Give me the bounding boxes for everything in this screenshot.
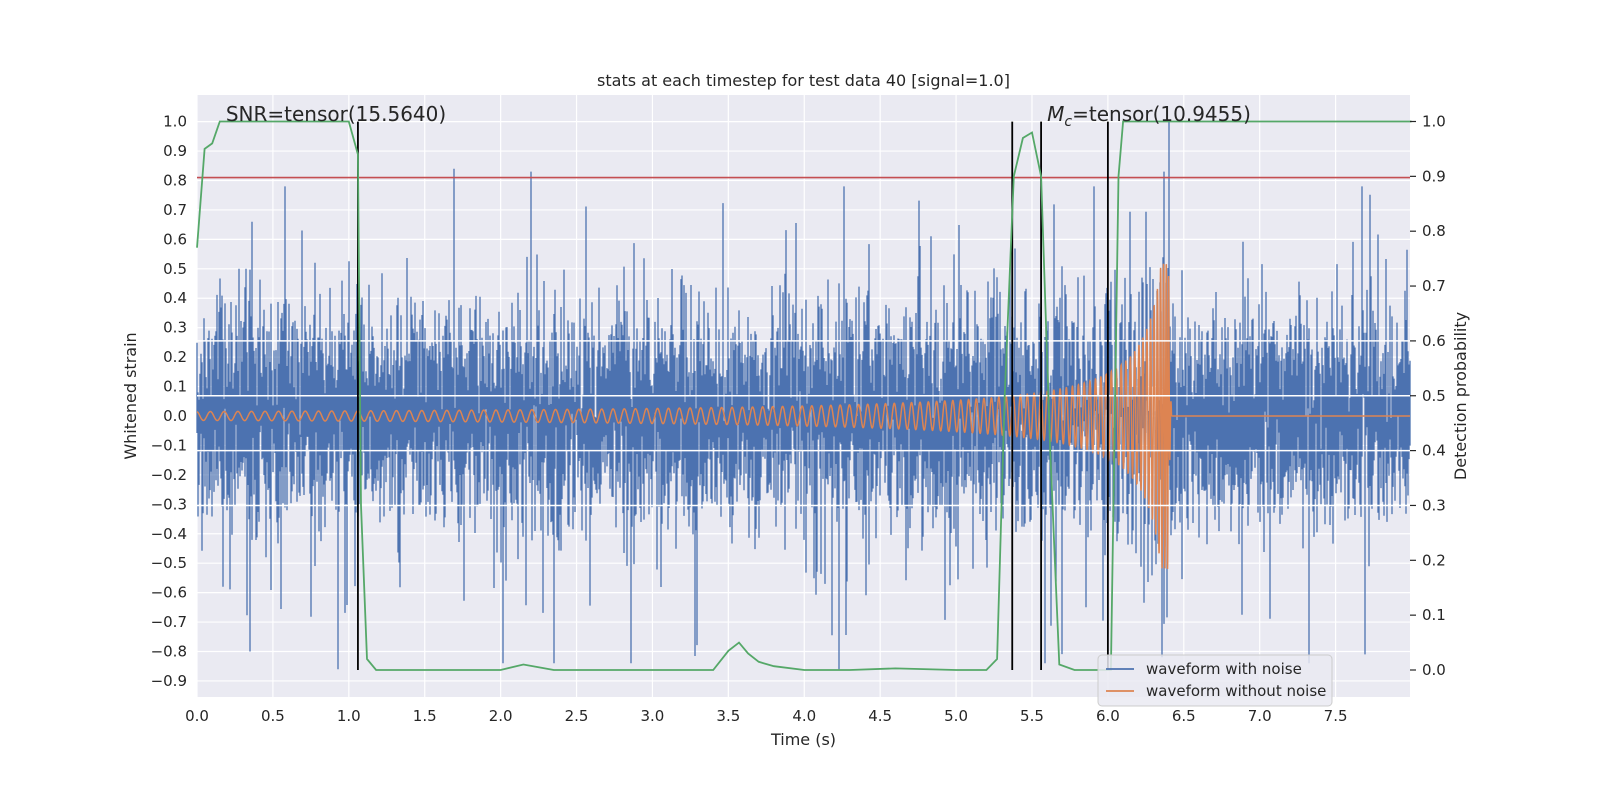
legend-label-noisy: waveform with noise: [1146, 660, 1302, 678]
legend-label-clean: waveform without noise: [1146, 682, 1326, 700]
y-tick-label: −0.8: [151, 643, 187, 661]
y2-tick-label: 0.5: [1422, 387, 1446, 405]
x-tick-label: 0.0: [185, 707, 209, 725]
y-tick-label: 0.4: [163, 289, 187, 307]
x-tick-label: 1.5: [413, 707, 437, 725]
y-tick-label: 0.2: [163, 348, 187, 366]
x-tick-label: 3.0: [641, 707, 665, 725]
legend-box: [1097, 654, 1333, 707]
chirp-mass-subscript: c: [1064, 114, 1072, 130]
y-tick-label: 1.0: [163, 113, 187, 131]
y-tick-label: −0.5: [151, 554, 187, 572]
y2-tick-label: 0.3: [1422, 496, 1446, 514]
x-tick-label: 1.0: [337, 707, 361, 725]
overlay-lines: [197, 121, 1410, 670]
y2-axis-ticks: 1.0 0.9 0.8 0.7 0.6 0.5 0.4 0.3 0.2 0.1 0.0: [1410, 113, 1446, 679]
y-tick-label: 0.7: [163, 201, 187, 219]
x-tick-label: 6.5: [1172, 707, 1196, 725]
x-tick-label: 2.0: [489, 707, 513, 725]
x-tick-label: 2.5: [565, 707, 589, 725]
y2-tick-label: 0.6: [1422, 332, 1446, 350]
y-axis-ticks: 1.0 0.9 0.8 0.7 0.6 0.5 0.4 0.3 0.2 0.1 0.0 −0.1 −0.…: [151, 113, 187, 690]
y2-tick-label: 0.4: [1422, 442, 1446, 460]
chart-title: stats at each timestep for test data 40 …: [597, 71, 1010, 90]
clean-waveform-series: [196, 263, 1410, 570]
y-tick-label: 0.8: [163, 171, 187, 189]
y2-tick-label: 0.1: [1422, 606, 1446, 624]
y-tick-label: −0.6: [151, 584, 187, 602]
y2-tick-label: 0.9: [1422, 167, 1446, 185]
chirp-mass-annotation: Mc=tensor(10.9455): [1047, 102, 1251, 130]
y-tick-label: 0.6: [163, 230, 187, 248]
y2-axis-label: Detection probability: [1451, 312, 1470, 480]
detection-probability-line: [196, 120, 1412, 671]
chirp-mass-symbol: M: [1047, 102, 1064, 126]
x-tick-label: 4.0: [792, 707, 816, 725]
y-tick-label: 0.0: [163, 407, 187, 425]
chirp-mass-value: =tensor(10.9455): [1072, 102, 1251, 126]
y-tick-label: −0.3: [151, 495, 187, 513]
y-tick-label: 0.5: [163, 260, 187, 278]
x-tick-label: 0.5: [261, 707, 285, 725]
x-tick-label: 5.5: [1020, 707, 1044, 725]
y-tick-label: −0.4: [151, 525, 187, 543]
x-tick-label: 5.0: [944, 707, 968, 725]
clean-waveform-line: [196, 263, 1410, 570]
y-axis-label: Whitened strain: [121, 332, 140, 459]
legend: waveform with noise waveform without noi…: [1097, 654, 1333, 707]
y-tick-label: −0.7: [151, 613, 187, 631]
y-tick-label: 0.9: [163, 142, 187, 160]
snr-annotation: SNR=tensor(15.5640): [226, 102, 446, 126]
y2-tick-label: 0.7: [1422, 277, 1446, 295]
y2-tick-label: 1.0: [1422, 113, 1446, 131]
y-tick-label: −0.1: [151, 436, 187, 454]
y-tick-label: −0.9: [151, 672, 187, 690]
x-tick-label: 6.0: [1096, 707, 1120, 725]
y2-tick-label: 0.2: [1422, 551, 1446, 569]
y-tick-label: 0.1: [163, 378, 187, 396]
x-tick-label: 4.5: [868, 707, 892, 725]
x-axis-ticks: 0.0 0.5 1.0 1.5 2.0 2.5 3.0 3.5 4.0 4.5 5.0 5.5 6.0 6…: [185, 707, 1347, 725]
x-tick-label: 3.5: [716, 707, 740, 725]
y2-tick-label: 0.0: [1422, 661, 1446, 679]
y2-tick-label: 0.8: [1422, 222, 1446, 240]
x-axis-label: Time (s): [770, 730, 836, 749]
x-tick-label: 7.0: [1248, 707, 1272, 725]
y-tick-label: −0.2: [151, 466, 187, 484]
y-tick-label: 0.3: [163, 319, 187, 337]
detection-probability-series: [196, 120, 1412, 671]
x-tick-label: 7.5: [1324, 707, 1348, 725]
